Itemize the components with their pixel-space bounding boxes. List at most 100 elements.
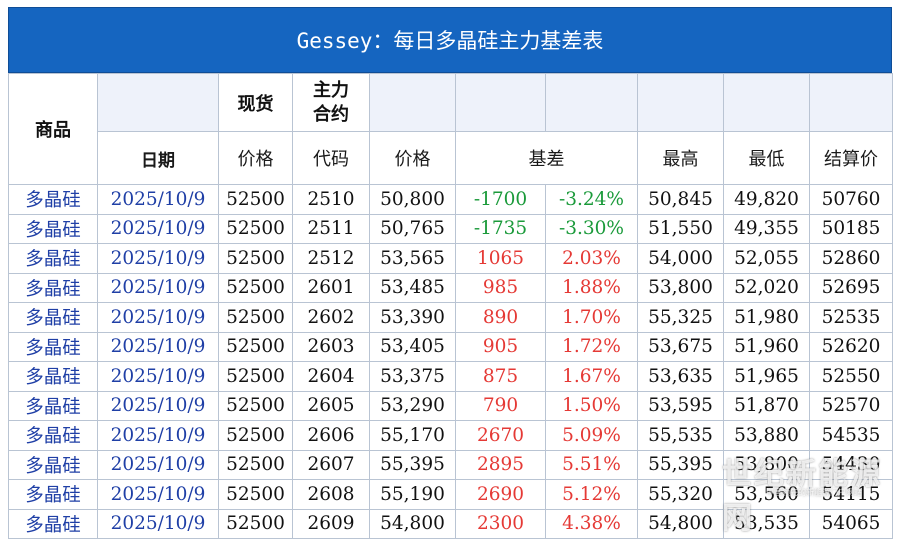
table-row: 多晶硅 2025/10/9 52500 2604 53,375 875 1.67% 53,63…: [8, 361, 893, 392]
futures-price-cell: 50,765: [369, 213, 456, 244]
table-row: 多晶硅 2025/10/9 52500 2607 55,395 2895 5.51% 55,3…: [8, 449, 893, 480]
basis-percent-cell: 5.51%: [545, 449, 638, 480]
futures-price-cell: 55,170: [369, 420, 456, 451]
basis-cell: 2690: [455, 479, 546, 510]
product-cell: 多晶硅: [8, 479, 98, 510]
settle-cell: 54065: [809, 508, 893, 539]
header-blank-7: [809, 73, 893, 132]
header-futures-price: 价格: [369, 131, 456, 185]
header-price: 价格: [218, 131, 293, 185]
date-cell: 2025/10/9: [97, 390, 219, 421]
contract-code-cell: 2608: [292, 479, 370, 510]
low-cell: 49,820: [723, 184, 810, 215]
product-cell: 多晶硅: [8, 272, 98, 303]
basis-percent-cell: 5.09%: [545, 420, 638, 451]
basis-cell: 2300: [455, 508, 546, 539]
date-cell: 2025/10/9: [97, 331, 219, 362]
high-cell: 55,395: [637, 449, 724, 480]
basis-percent-cell: 2.03%: [545, 243, 638, 274]
contract-code-cell: 2609: [292, 508, 370, 539]
low-cell: 51,980: [723, 302, 810, 333]
spot-price-cell: 52500: [218, 272, 293, 303]
spot-price-cell: 52500: [218, 184, 293, 215]
header-blank-4: [545, 73, 638, 132]
product-cell: 多晶硅: [8, 302, 98, 333]
basis-cell: -1735: [455, 213, 546, 244]
basis-cell: 905: [455, 331, 546, 362]
date-cell: 2025/10/9: [97, 420, 219, 451]
contract-code-cell: 2510: [292, 184, 370, 215]
product-cell: 多晶硅: [8, 390, 98, 421]
table-row: 多晶硅 2025/10/9 52500 2511 50,765 -1735 -3.30% 51…: [8, 213, 893, 244]
spot-price-cell: 52500: [218, 361, 293, 392]
product-cell: 多晶硅: [8, 243, 98, 274]
low-cell: 52,020: [723, 272, 810, 303]
header-basis: 基差: [455, 131, 638, 185]
contract-code-cell: 2602: [292, 302, 370, 333]
high-cell: 55,325: [637, 302, 724, 333]
table-row: 多晶硅 2025/10/9 52500 2601 53,485 985 1.88% 53,80…: [8, 272, 893, 303]
spot-price-cell: 52500: [218, 331, 293, 362]
header-blank-3: [455, 73, 546, 132]
basis-percent-cell: 1.50%: [545, 390, 638, 421]
date-cell: 2025/10/9: [97, 508, 219, 539]
header-blank-1: [97, 73, 219, 132]
high-cell: 55,535: [637, 420, 724, 451]
basis-percent-cell: -3.24%: [545, 184, 638, 215]
header-blank-6: [723, 73, 810, 132]
high-cell: 53,635: [637, 361, 724, 392]
low-cell: 52,055: [723, 243, 810, 274]
date-cell: 2025/10/9: [97, 272, 219, 303]
settle-cell: 52535: [809, 302, 893, 333]
table-row: 多晶硅 2025/10/9 52500 2606 55,170 2670 5.09% 55,5…: [8, 420, 893, 451]
settle-cell: 50760: [809, 184, 893, 215]
basis-percent-cell: 1.70%: [545, 302, 638, 333]
date-cell: 2025/10/9: [97, 361, 219, 392]
header-settle: 结算价: [809, 131, 893, 185]
basis-percent-cell: 4.38%: [545, 508, 638, 539]
header-high: 最高: [637, 131, 724, 185]
settle-cell: 52695: [809, 272, 893, 303]
contract-code-cell: 2512: [292, 243, 370, 274]
high-cell: 53,595: [637, 390, 724, 421]
product-cell: 多晶硅: [8, 184, 98, 215]
futures-price-cell: 55,190: [369, 479, 456, 510]
basis-cell: 875: [455, 361, 546, 392]
spot-price-cell: 52500: [218, 390, 293, 421]
header-product: 商品: [8, 73, 98, 185]
futures-price-cell: 54,800: [369, 508, 456, 539]
spot-price-cell: 52500: [218, 302, 293, 333]
futures-price-cell: 53,390: [369, 302, 456, 333]
low-cell: 53,560: [723, 479, 810, 510]
basis-percent-cell: 1.67%: [545, 361, 638, 392]
settle-cell: 52860: [809, 243, 893, 274]
table-row: 多晶硅 2025/10/9 52500 2510 50,800 -1700 -3.24% 50…: [8, 184, 893, 215]
basis-percent-cell: 5.12%: [545, 479, 638, 510]
settle-cell: 54430: [809, 449, 893, 480]
header-date: 日期: [97, 131, 219, 185]
futures-price-cell: 53,565: [369, 243, 456, 274]
header-blank-5: [637, 73, 724, 132]
low-cell: 53,535: [723, 508, 810, 539]
low-cell: 51,870: [723, 390, 810, 421]
spot-price-cell: 52500: [218, 213, 293, 244]
contract-code-cell: 2606: [292, 420, 370, 451]
product-cell: 多晶硅: [8, 331, 98, 362]
low-cell: 51,960: [723, 331, 810, 362]
table-row: 多晶硅 2025/10/9 52500 2608 55,190 2690 5.12% 55,3…: [8, 479, 893, 510]
spot-price-cell: 52500: [218, 449, 293, 480]
settle-cell: 52570: [809, 390, 893, 421]
table-body: 多晶硅 2025/10/9 52500 2510 50,800 -1700 -3.24% 50…: [8, 184, 893, 539]
settle-cell: 50185: [809, 213, 893, 244]
product-cell: 多晶硅: [8, 420, 98, 451]
high-cell: 53,800: [637, 272, 724, 303]
date-cell: 2025/10/9: [97, 184, 219, 215]
basis-percent-cell: 1.72%: [545, 331, 638, 362]
settle-cell: 54115: [809, 479, 893, 510]
product-cell: 多晶硅: [8, 361, 98, 392]
table-row: 多晶硅 2025/10/9 52500 2605 53,290 790 1.50% 53,59…: [8, 390, 893, 421]
basis-cell: 985: [455, 272, 546, 303]
basis-cell: 2670: [455, 420, 546, 451]
futures-price-cell: 50,800: [369, 184, 456, 215]
table-row: 多晶硅 2025/10/9 52500 2512 53,565 1065 2.03% 54,0…: [8, 243, 893, 274]
